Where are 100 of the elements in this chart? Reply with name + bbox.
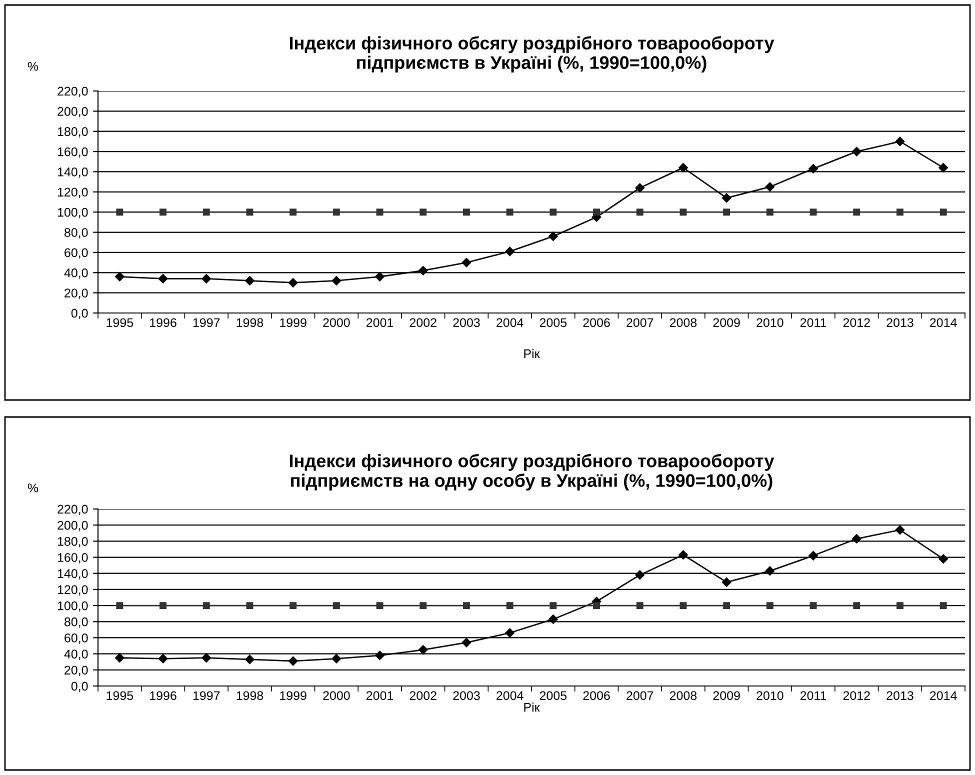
y-tick-label: 180,0 — [58, 536, 88, 548]
point — [116, 208, 124, 216]
x-tick-label: 2012 — [843, 318, 870, 328]
point — [636, 602, 644, 610]
x-tick-label: 2000 — [323, 691, 350, 700]
x-tick-label: 2007 — [626, 318, 654, 328]
point — [723, 602, 730, 610]
point — [635, 570, 644, 580]
point — [550, 208, 557, 216]
point — [550, 602, 557, 610]
point — [290, 602, 297, 610]
y-tick-label: 80,0 — [64, 228, 88, 238]
x-tick-label: 2002 — [410, 691, 436, 700]
x-tick-label: 1996 — [150, 318, 176, 328]
point — [680, 208, 687, 216]
x-tick-label: 1998 — [236, 318, 264, 328]
y-axis-title: % — [28, 484, 38, 492]
y-tick-label: 160,0 — [58, 553, 88, 564]
x-tick-label: 1995 — [106, 318, 134, 328]
point — [808, 164, 818, 174]
point — [160, 602, 166, 610]
y-tick-label: 20,0 — [64, 288, 88, 299]
point — [895, 136, 905, 146]
x-tick-label: 2009 — [713, 691, 740, 700]
x-tick-label: 2013 — [886, 318, 914, 328]
point — [766, 602, 774, 610]
chart-title: Індекси фізичного обсягу роздрібного товарообороту підприємств на одну особу в Україні (%, 1990=100,0%) — [290, 454, 774, 491]
x-tick-label: 1996 — [150, 691, 176, 700]
y-tick-label: 200,0 — [58, 520, 88, 532]
y-tick-label: 60,0 — [64, 634, 88, 644]
point — [506, 602, 514, 610]
y-tick-label: 20,0 — [64, 666, 88, 676]
point — [765, 182, 775, 192]
point — [462, 638, 472, 648]
point — [332, 276, 342, 286]
point — [115, 653, 124, 662]
point — [288, 278, 298, 288]
x-tick-label: 2005 — [540, 318, 567, 328]
point — [160, 208, 166, 216]
point — [853, 208, 860, 216]
y-tick-label: 100,0 — [58, 601, 88, 612]
point — [420, 208, 427, 216]
x-tick-label: 2014 — [930, 318, 957, 328]
point — [895, 525, 905, 535]
chart-title: Індекси фізичного обсягу роздрібного товарообороту підприємств в Україні (%, 1990=100,0%) — [290, 36, 774, 73]
x-tick-label: 2009 — [713, 318, 740, 328]
point — [158, 274, 168, 284]
point — [940, 208, 947, 216]
point — [505, 628, 514, 638]
y-tick-label: 80,0 — [64, 617, 88, 628]
y-tick-label: 0,0 — [71, 308, 88, 320]
y-tick-label: 120,0 — [58, 188, 88, 198]
point — [722, 578, 732, 587]
point — [332, 654, 342, 664]
point — [245, 276, 254, 286]
x-tick-label: 2004 — [496, 691, 524, 700]
point — [635, 183, 644, 192]
y-tick-label: 40,0 — [64, 268, 88, 279]
point — [376, 602, 384, 610]
point — [246, 208, 254, 216]
point — [288, 656, 298, 666]
point — [462, 258, 472, 268]
x-tick-label: 2011 — [800, 318, 826, 328]
y-tick-label: 180,0 — [58, 127, 88, 138]
point — [723, 208, 730, 216]
point — [158, 654, 168, 664]
point — [420, 602, 427, 610]
point — [548, 232, 558, 241]
point — [548, 614, 558, 624]
x-tick-label: 2010 — [756, 691, 784, 700]
point — [853, 602, 860, 610]
x-tick-label: 1998 — [236, 691, 264, 700]
point — [680, 602, 687, 610]
x-axis-title: Рік — [524, 348, 540, 358]
x-tick-label: 2006 — [583, 691, 610, 700]
x-tick-label: 1999 — [280, 691, 306, 700]
x-tick-label: 2008 — [670, 318, 697, 328]
point — [463, 602, 470, 610]
point — [202, 602, 210, 610]
y-tick-label: 220,0 — [58, 504, 88, 516]
y-tick-label: 220,0 — [58, 86, 88, 98]
x-tick-label: 2003 — [453, 318, 480, 328]
y-tick-label: 100,0 — [58, 208, 88, 218]
y-tick-label: 160,0 — [58, 147, 88, 158]
point — [636, 208, 644, 216]
point — [202, 653, 211, 662]
y-tick-label: 140,0 — [58, 569, 88, 580]
point — [202, 208, 210, 216]
x-tick-label: 2013 — [886, 691, 914, 700]
x-tick-label: 2011 — [800, 691, 826, 700]
y-axis-title: % — [28, 62, 38, 71]
point — [678, 550, 688, 560]
x-tick-label: 2001 — [366, 691, 394, 700]
point — [332, 602, 340, 610]
point — [463, 208, 470, 216]
x-tick-label: 2001 — [366, 318, 394, 328]
point — [852, 146, 862, 156]
point — [722, 193, 732, 203]
point — [418, 266, 428, 276]
point — [766, 208, 774, 216]
